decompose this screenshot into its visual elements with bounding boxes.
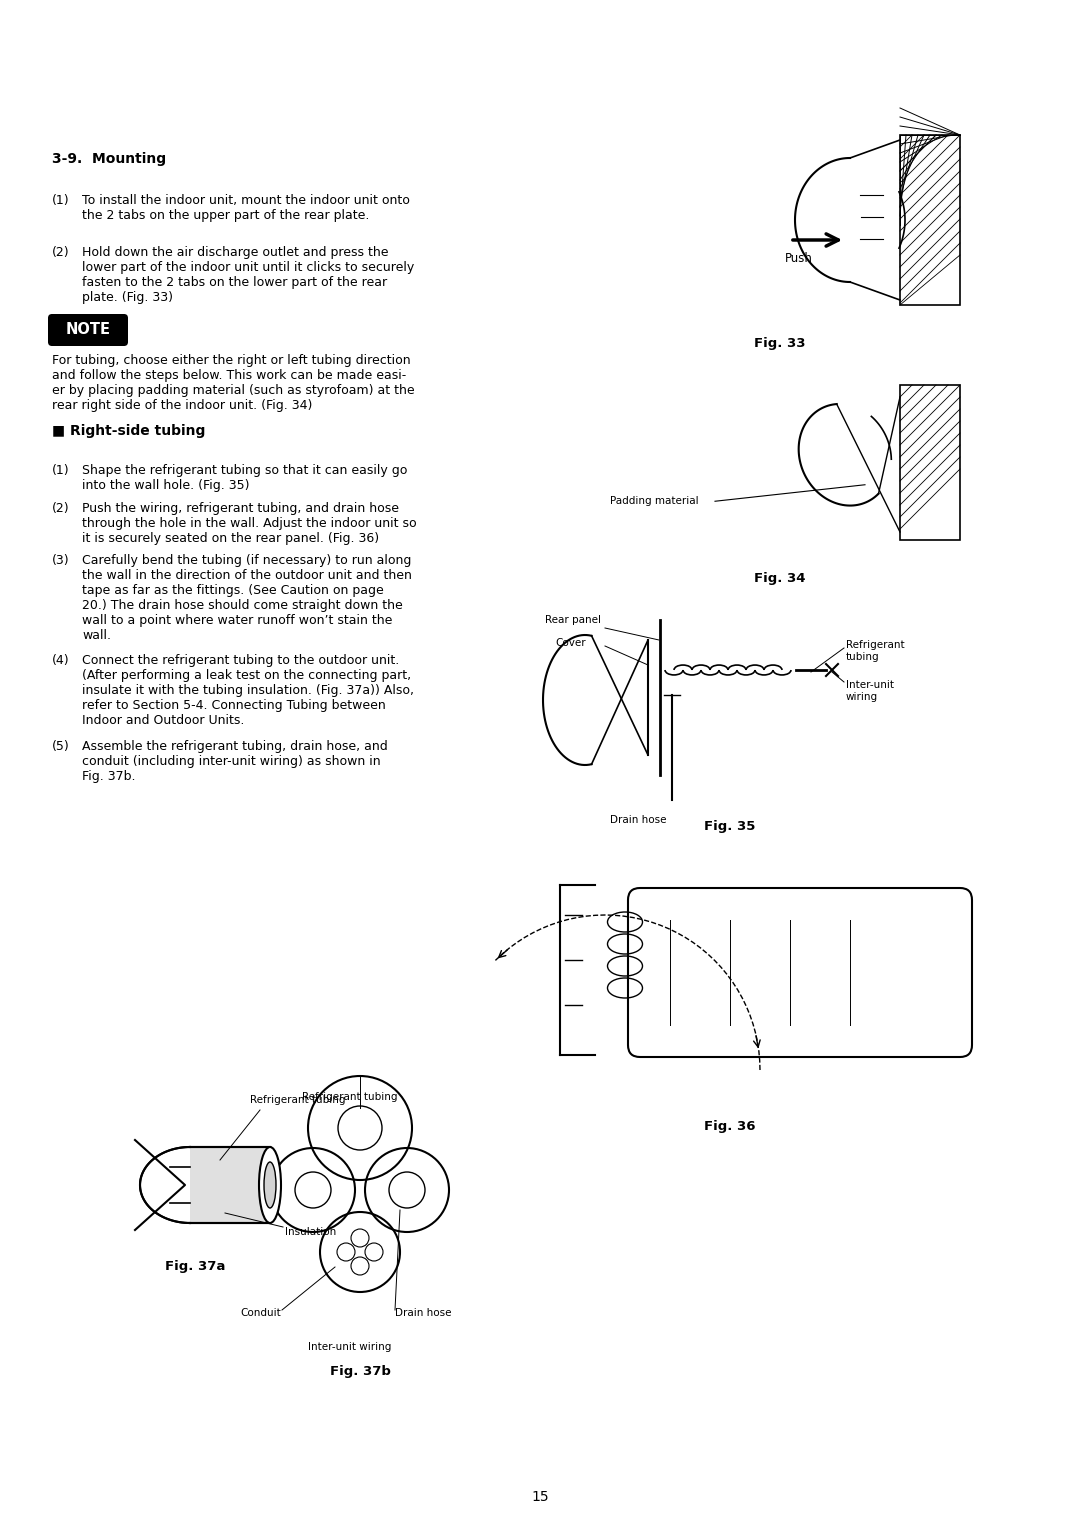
Bar	[900, 134, 960, 306]
Text: Carefully bend the tubing (if necessary) to run along
the wall in the direction : Carefully bend the tubing (if necessary)…	[82, 555, 411, 642]
Text: Connect the refrigerant tubing to the outdoor unit.
(After performing a leak tes: Connect the refrigerant tubing to the ou…	[82, 654, 414, 727]
Text: (3): (3)	[52, 555, 69, 567]
Ellipse shape	[264, 1161, 276, 1209]
Text: Fig. 33: Fig. 33	[754, 338, 806, 350]
Text: (5): (5)	[52, 740, 70, 753]
Text: (2): (2)	[52, 503, 69, 515]
Text: Inter-unit wiring: Inter-unit wiring	[308, 1342, 392, 1352]
Text: Assemble the refrigerant tubing, drain hose, and
conduit (including inter-unit w: Assemble the refrigerant tubing, drain h…	[82, 740, 388, 782]
Text: Refrigerant
tubing: Refrigerant tubing	[846, 640, 905, 662]
Text: Fig. 34: Fig. 34	[754, 571, 806, 585]
Text: (2): (2)	[52, 246, 69, 260]
Text: Rear panel: Rear panel	[545, 614, 600, 625]
Text: For tubing, choose either the right or left tubing direction
and follow the step: For tubing, choose either the right or l…	[52, 354, 415, 413]
Text: Padding material: Padding material	[610, 497, 699, 506]
Text: (4): (4)	[52, 654, 69, 668]
Text: Refrigerant tubing: Refrigerant tubing	[249, 1096, 346, 1105]
Text: Drain hose: Drain hose	[395, 1308, 451, 1319]
Text: Fig. 37a: Fig. 37a	[165, 1261, 226, 1273]
Text: Push: Push	[785, 252, 813, 264]
Text: 3-9.  Mounting: 3-9. Mounting	[52, 151, 166, 167]
Text: Fig. 35: Fig. 35	[704, 821, 756, 833]
Text: ■ Right-side tubing: ■ Right-side tubing	[52, 423, 205, 439]
Text: Fig. 36: Fig. 36	[704, 1120, 756, 1132]
Text: Hold down the air discharge outlet and press the
lower part of the indoor unit u: Hold down the air discharge outlet and p…	[82, 246, 415, 304]
Text: 15: 15	[531, 1490, 549, 1504]
FancyBboxPatch shape	[627, 888, 972, 1057]
Bar	[900, 385, 960, 539]
Text: Shape the refrigerant tubing so that it can easily go
into the wall hole. (Fig. : Shape the refrigerant tubing so that it …	[82, 465, 407, 492]
Text: NOTE: NOTE	[66, 322, 110, 338]
Text: Inter-unit
wiring: Inter-unit wiring	[846, 680, 894, 701]
Text: Fig. 37b: Fig. 37b	[329, 1365, 391, 1378]
FancyBboxPatch shape	[48, 313, 129, 345]
Text: (1): (1)	[52, 465, 69, 477]
Bar	[190, 1148, 270, 1222]
Text: Insulation: Insulation	[285, 1227, 336, 1238]
Text: To install the indoor unit, mount the indoor unit onto
the 2 tabs on the upper p: To install the indoor unit, mount the in…	[82, 194, 410, 222]
Text: Conduit: Conduit	[240, 1308, 281, 1319]
Text: Refrigerant tubing: Refrigerant tubing	[302, 1093, 397, 1102]
Ellipse shape	[259, 1148, 281, 1222]
Text: Push the wiring, refrigerant tubing, and drain hose
through the hole in the wall: Push the wiring, refrigerant tubing, and…	[82, 503, 417, 545]
Text: (1): (1)	[52, 194, 69, 206]
Text: Cover: Cover	[555, 639, 585, 648]
Text: Drain hose: Drain hose	[610, 814, 666, 825]
